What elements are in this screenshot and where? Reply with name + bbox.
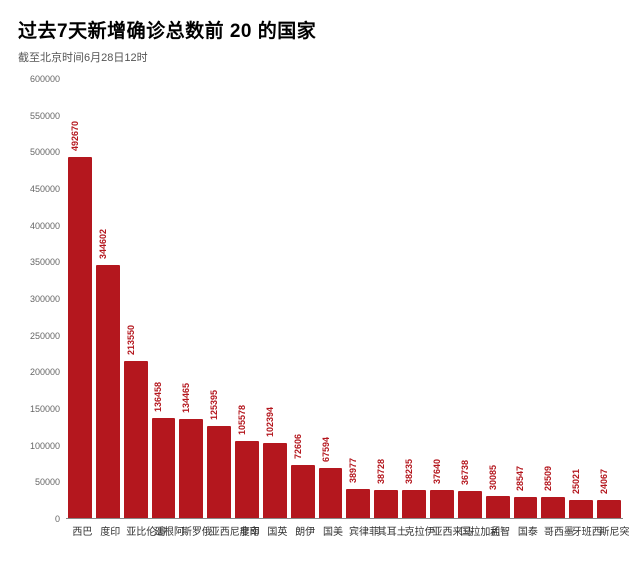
x-tick-label: 印度: [96, 519, 120, 539]
x-tick-label: 西班牙: [569, 519, 593, 539]
x-tick-label: 巴西: [68, 519, 92, 539]
bar-column: 38728: [374, 490, 398, 518]
bar-column: 37640: [430, 490, 454, 518]
x-tick-label: 印度尼西亚: [207, 519, 231, 539]
bar: 105578: [235, 441, 259, 518]
x-tick-label: 菲律宾: [346, 519, 370, 539]
bar-column: 125395: [207, 426, 231, 518]
bar-column: 344602: [96, 265, 120, 518]
bar-column: 105578: [235, 441, 259, 518]
x-axis-labels: 巴西印度哥伦比亚阿根廷俄罗斯印度尼西亚南非英国伊朗美国菲律宾土耳其伊拉克马来西亚…: [66, 519, 623, 539]
y-tick-label: 100000: [30, 441, 60, 451]
bar-value-label: 24067: [599, 469, 609, 494]
y-tick-label: 550000: [30, 111, 60, 121]
bar-value-label: 28509: [543, 466, 553, 491]
chart-subtitle: 截至北京时间6月28日12时: [18, 49, 623, 65]
bar: 344602: [96, 265, 120, 518]
bar-column: 25021: [569, 500, 593, 518]
bar-value-label: 25021: [571, 469, 581, 494]
x-tick-label: 美国: [319, 519, 343, 539]
bar-value-label: 102394: [265, 407, 275, 437]
y-axis: 0500001000001500002000002500003000003500…: [18, 79, 66, 519]
bar: 28547: [514, 497, 538, 518]
bar-value-label: 134465: [181, 383, 191, 413]
bar-column: 72606: [291, 465, 315, 518]
bar: 38728: [374, 490, 398, 518]
bar-column: 492670: [68, 157, 92, 518]
bar: 67594: [319, 468, 343, 518]
x-tick-label: 伊拉克: [402, 519, 426, 539]
bar: 24067: [597, 500, 621, 518]
bar: 30085: [486, 496, 510, 518]
y-tick-label: 200000: [30, 367, 60, 377]
bar-value-label: 37640: [432, 459, 442, 484]
bar: 36738: [458, 491, 482, 518]
x-tick-label: 阿根廷: [152, 519, 176, 539]
x-tick-label: 俄罗斯: [179, 519, 203, 539]
y-tick-label: 50000: [35, 477, 60, 487]
bar: 136458: [152, 418, 176, 518]
bar-value-label: 492670: [70, 121, 80, 151]
x-tick-label: 土耳其: [374, 519, 398, 539]
bar-column: 134465: [179, 419, 203, 518]
x-tick-label: 泰国: [514, 519, 538, 539]
y-tick-label: 250000: [30, 331, 60, 341]
x-tick-label: 伊朗: [291, 519, 315, 539]
bar-value-label: 36738: [460, 460, 470, 485]
bar-value-label: 125395: [209, 390, 219, 420]
bar-value-label: 38235: [404, 459, 414, 484]
y-tick-label: 350000: [30, 257, 60, 267]
y-tick-label: 400000: [30, 221, 60, 231]
bar-column: 213550: [124, 361, 148, 518]
bar-column: 36738: [458, 491, 482, 518]
bar-column: 38235: [402, 490, 426, 518]
plot-area: 4926703446022135501364581344651253951055…: [66, 79, 623, 519]
bar: 37640: [430, 490, 454, 518]
bar-column: 67594: [319, 468, 343, 518]
bar: 38235: [402, 490, 426, 518]
bar: 125395: [207, 426, 231, 518]
bar: 134465: [179, 419, 203, 518]
bar-value-label: 72606: [293, 434, 303, 459]
bar: 28509: [541, 497, 565, 518]
bar-value-label: 30085: [488, 465, 498, 490]
y-tick-label: 150000: [30, 404, 60, 414]
bar-value-label: 28547: [515, 466, 525, 491]
x-tick-label: 英国: [263, 519, 287, 539]
bar-value-label: 38977: [348, 458, 358, 483]
bar-value-label: 344602: [98, 229, 108, 259]
chart-area: 0500001000001500002000002500003000003500…: [18, 79, 623, 519]
x-tick-label: 马来西亚: [430, 519, 454, 539]
x-tick-label: 哥伦比亚: [124, 519, 148, 539]
y-tick-label: 450000: [30, 184, 60, 194]
y-tick-label: 600000: [30, 74, 60, 84]
bar-value-label: 67594: [321, 437, 331, 462]
bar-column: 136458: [152, 418, 176, 518]
bar: 25021: [569, 500, 593, 518]
bar-value-label: 136458: [153, 382, 163, 412]
x-tick-label: 墨西哥: [541, 519, 565, 539]
bar-column: 38977: [346, 489, 370, 518]
x-tick-label: 南非: [235, 519, 259, 539]
bar: 38977: [346, 489, 370, 518]
y-tick-label: 0: [55, 514, 60, 524]
bar: 102394: [263, 443, 287, 518]
bar-value-label: 105578: [237, 405, 247, 435]
bar-column: 30085: [486, 496, 510, 518]
bar-column: 28509: [541, 497, 565, 518]
bar-column: 28547: [514, 497, 538, 518]
bar: 72606: [291, 465, 315, 518]
y-tick-label: 500000: [30, 147, 60, 157]
bar: 213550: [124, 361, 148, 518]
bar-column: 102394: [263, 443, 287, 518]
bar-value-label: 213550: [126, 325, 136, 355]
bar-value-label: 38728: [376, 459, 386, 484]
x-tick-label: 孟加拉国: [458, 519, 482, 539]
y-tick-label: 300000: [30, 294, 60, 304]
x-tick-label: 智利: [486, 519, 510, 539]
bar: 492670: [68, 157, 92, 518]
x-tick-label: 突尼斯: [597, 519, 621, 539]
chart-title: 过去7天新增确诊总数前 20 的国家: [18, 16, 623, 43]
bar-column: 24067: [597, 500, 621, 518]
